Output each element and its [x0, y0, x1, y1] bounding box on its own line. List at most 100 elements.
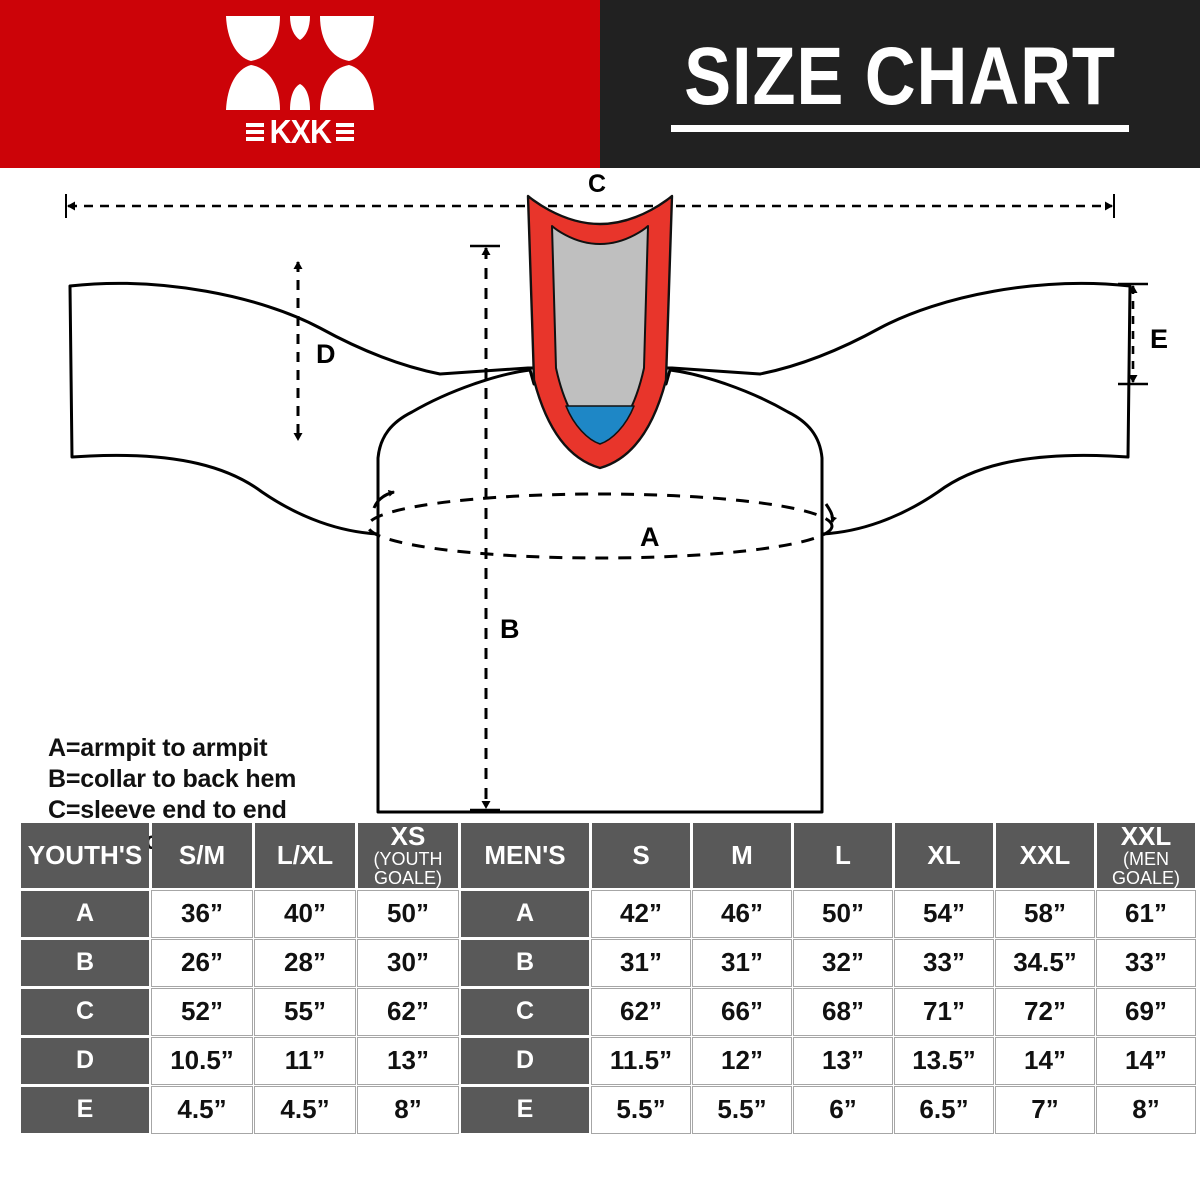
- header-men-xxl-main: XXL: [1019, 840, 1071, 870]
- cell-men-c-l: 68”: [794, 988, 892, 1035]
- legend-line-c: C=sleeve end to end: [48, 796, 287, 824]
- header-mens: MEN'S: [461, 823, 589, 888]
- size-table: YOUTH'S S/M L/XL XS (YOUTH GOALE) MEN'S …: [18, 820, 1198, 1136]
- size-table-container: YOUTH'S S/M L/XL XS (YOUTH GOALE) MEN'S …: [18, 820, 1195, 1136]
- cell-youth-c-sm: 52”: [152, 988, 252, 1035]
- dimension-a: A: [366, 489, 838, 560]
- header-men-m-main: M: [731, 840, 753, 870]
- dimension-c: C: [65, 170, 1115, 218]
- table-row: A 36” 40” 50” A 42” 46” 50” 54” 58” 61”: [21, 890, 1195, 937]
- dimension-label-a: A: [640, 522, 660, 552]
- jersey-measurement-svg: C D E: [65, 170, 1168, 814]
- header-men-xxl: XXL: [996, 823, 1094, 888]
- cell-men-c-m: 66”: [693, 988, 791, 1035]
- legend-line-a: A=armpit to armpit: [48, 734, 268, 762]
- cell-men-d-m: 12”: [693, 1037, 791, 1084]
- header-men-xl: XL: [895, 823, 993, 888]
- cell-youth-e-sm: 4.5”: [152, 1086, 252, 1133]
- table-row: C 52” 55” 62” C 62” 66” 68” 71” 72” 69”: [21, 988, 1195, 1035]
- dimension-e: E: [1118, 282, 1168, 386]
- header-youth-sm: S/M: [152, 823, 252, 888]
- row-label-men-c: C: [461, 988, 589, 1035]
- brand-wordmark: KXK: [245, 113, 355, 150]
- cell-men-b-goalie: 33”: [1097, 939, 1195, 986]
- cell-men-b-xl: 33”: [895, 939, 993, 986]
- cell-men-e-xl: 6.5”: [895, 1086, 993, 1133]
- cell-men-e-s: 5.5”: [592, 1086, 690, 1133]
- dimension-b: B: [470, 244, 520, 812]
- collar-accent: [565, 405, 635, 445]
- cell-men-a-s: 42”: [592, 890, 690, 937]
- title-block: SIZE CHART: [649, 30, 1151, 132]
- cell-men-c-xxl: 72”: [996, 988, 1094, 1035]
- header-men-s-main: S: [632, 840, 650, 870]
- title-underline: [671, 124, 1129, 132]
- dimension-label-b: B: [500, 614, 520, 644]
- cell-youth-b-sm: 26”: [152, 939, 252, 986]
- row-label-youth-c: C: [21, 988, 149, 1035]
- cell-youth-c-xs: 62”: [358, 988, 458, 1035]
- header-youth-xs-sub: (YOUTH GOALE): [373, 848, 443, 888]
- table-row: D 10.5” 11” 13” D 11.5” 12” 13” 13.5” 14…: [21, 1037, 1195, 1084]
- cell-men-b-xxl: 34.5”: [996, 939, 1094, 986]
- cell-men-d-s: 11.5”: [592, 1037, 690, 1084]
- cell-youth-e-xs: 8”: [358, 1086, 458, 1133]
- triple-bar-right-icon: [336, 122, 355, 141]
- dimension-label-e: E: [1150, 324, 1168, 354]
- header-men-l-main: L: [835, 840, 851, 870]
- cell-men-d-xxl: 14”: [996, 1037, 1094, 1084]
- row-label-men-b: B: [461, 939, 589, 986]
- cell-men-e-m: 5.5”: [693, 1086, 791, 1133]
- dimension-label-d: D: [316, 339, 336, 369]
- cell-youth-a-sm: 36”: [152, 890, 252, 937]
- cell-men-b-m: 31”: [693, 939, 791, 986]
- cell-youth-e-lxl: 4.5”: [255, 1086, 355, 1133]
- row-label-youth-e: E: [21, 1086, 149, 1133]
- cell-men-e-l: 6”: [794, 1086, 892, 1133]
- cell-men-e-goalie: 8”: [1097, 1086, 1195, 1133]
- row-label-men-a: A: [461, 890, 589, 937]
- cell-youth-a-xs: 50”: [358, 890, 458, 937]
- header-youth-xs-goalie: XS (YOUTH GOALE): [358, 823, 458, 888]
- jersey-collar: [526, 194, 674, 470]
- row-label-men-d: D: [461, 1037, 589, 1084]
- row-label-youth-a: A: [21, 890, 149, 937]
- table-header-row: YOUTH'S S/M L/XL XS (YOUTH GOALE) MEN'S …: [21, 823, 1195, 888]
- cell-men-b-l: 32”: [794, 939, 892, 986]
- cell-youth-d-sm: 10.5”: [152, 1037, 252, 1084]
- cell-men-c-xl: 71”: [895, 988, 993, 1035]
- header-men-goalie-main: XXL: [1120, 821, 1172, 851]
- page-title: SIZE CHART: [684, 30, 1116, 122]
- page-header: KXK SIZE CHART: [0, 0, 1200, 168]
- header-men-goalie-sub: (MEN GOALE): [1111, 848, 1181, 888]
- cell-youth-d-lxl: 11”: [255, 1037, 355, 1084]
- header-youth-sm-main: S/M: [178, 840, 226, 870]
- cell-youth-d-xs: 13”: [358, 1037, 458, 1084]
- brand-name-text: KXK: [269, 113, 331, 150]
- legend-line-b: B=collar to back hem: [48, 765, 297, 793]
- header-men-l: L: [794, 823, 892, 888]
- title-panel: SIZE CHART: [600, 0, 1200, 168]
- header-youths: YOUTH'S: [21, 823, 149, 888]
- cell-men-a-goalie: 61”: [1097, 890, 1195, 937]
- header-youth-lxl-main: L/XL: [276, 840, 334, 870]
- row-label-youth-d: D: [21, 1037, 149, 1084]
- kxk-hourglass-logo-icon: [226, 16, 374, 110]
- cell-youth-a-lxl: 40”: [255, 890, 355, 937]
- brand-logo: KXK: [215, 14, 385, 154]
- table-row: B 26” 28” 30” B 31” 31” 32” 33” 34.5” 33…: [21, 939, 1195, 986]
- jersey-body: [376, 534, 824, 814]
- cell-men-a-xl: 54”: [895, 890, 993, 937]
- cell-youth-b-lxl: 28”: [255, 939, 355, 986]
- header-men-m: M: [693, 823, 791, 888]
- brand-panel: KXK: [0, 0, 600, 168]
- jersey-diagram: C D E: [0, 168, 1200, 886]
- row-label-youth-b: B: [21, 939, 149, 986]
- header-men-xxl-goalie: XXL (MEN GOALE): [1097, 823, 1195, 888]
- cell-men-c-goalie: 69”: [1097, 988, 1195, 1035]
- triple-bar-left-icon: [245, 122, 264, 141]
- cell-youth-b-xs: 30”: [358, 939, 458, 986]
- cell-men-c-s: 62”: [592, 988, 690, 1035]
- cell-men-d-xl: 13.5”: [895, 1037, 993, 1084]
- header-men-s: S: [592, 823, 690, 888]
